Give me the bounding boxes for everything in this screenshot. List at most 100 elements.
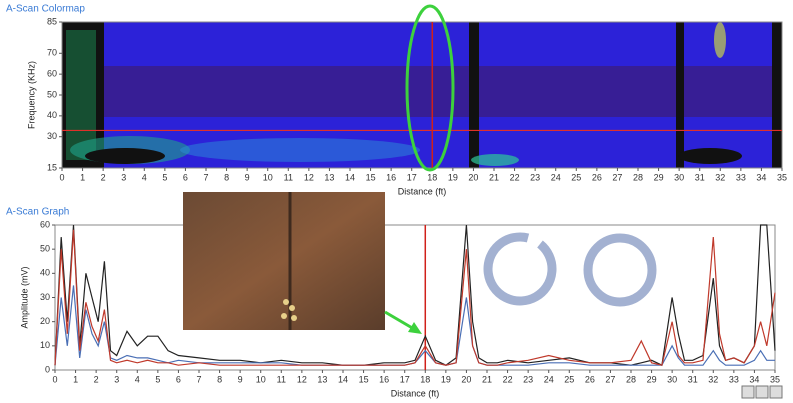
- x-tick-label: 28: [626, 374, 636, 384]
- x-tick-label: 33: [729, 374, 739, 384]
- x-tick-label: 28: [633, 172, 643, 182]
- y-tick-label: 60: [47, 69, 57, 79]
- toolbar[interactable]: [741, 385, 783, 399]
- x-tick-label: 34: [756, 172, 766, 182]
- y-tick-label: 15: [47, 162, 57, 172]
- series-line: [54, 224, 776, 367]
- x-tick-label: 9: [245, 172, 250, 182]
- panel-title: A-Scan Colormap: [6, 4, 85, 15]
- x-tick-label: 29: [647, 374, 657, 384]
- x-tick-label: 6: [183, 172, 188, 182]
- arrow: [384, 310, 415, 331]
- x-tick-label: 11: [284, 172, 293, 182]
- x-tick-label: 3: [114, 374, 119, 384]
- x-tick-label: 7: [196, 374, 201, 384]
- x-tick-label: 32: [715, 172, 725, 182]
- x-tick-label: 32: [708, 374, 718, 384]
- x-tick-label: 6: [176, 374, 181, 384]
- y-axis-label: Frequency (KHz): [26, 61, 36, 129]
- x-tick-label: 7: [203, 172, 208, 182]
- x-tick-label: 22: [510, 172, 520, 182]
- x-tick-label: 17: [407, 172, 417, 182]
- series-line: [54, 229, 776, 366]
- tool-button[interactable]: [741, 385, 755, 399]
- x-tick-label: 27: [605, 374, 615, 384]
- chart-layer: A-Scan Colormap Distance (ft) Frequency (K…: [6, 4, 787, 399]
- x-tick-label: 30: [667, 374, 677, 384]
- highlight-ellipse: [405, 4, 455, 172]
- x-tick-label: 34: [749, 374, 759, 384]
- y-tick-label: 50: [47, 89, 57, 99]
- x-tick-label: 25: [571, 172, 581, 182]
- ring-icon: [483, 232, 557, 306]
- x-tick-label: 11: [277, 374, 286, 384]
- plot-frame: [54, 224, 776, 371]
- y-tick-label: 10: [40, 340, 50, 350]
- photo-spots: [281, 299, 297, 321]
- x-tick-label: 22: [503, 374, 513, 384]
- ring-icon: [583, 233, 657, 307]
- panel-title: A-Scan Graph: [6, 207, 69, 218]
- y-tick-label: 85: [47, 16, 57, 26]
- tool-button[interactable]: [755, 385, 769, 399]
- y-axis-label: Amplitude (mV): [19, 266, 29, 328]
- x-tick-label: 5: [155, 374, 160, 384]
- x-tick-label: 2: [101, 172, 106, 182]
- x-tick-label: 31: [695, 172, 705, 182]
- x-tick-label: 35: [777, 172, 787, 182]
- x-tick-label: 20: [461, 374, 471, 384]
- x-tick-label: 4: [135, 374, 140, 384]
- x-tick-label: 15: [359, 374, 369, 384]
- x-tick-label: 30: [674, 172, 684, 182]
- x-tick-label: 13: [317, 374, 327, 384]
- x-tick-label: 8: [217, 374, 222, 384]
- x-tick-label: 14: [345, 172, 355, 182]
- x-tick-label: 31: [688, 374, 698, 384]
- y-tick-label: 70: [47, 48, 57, 58]
- y-tick-label: 40: [40, 268, 50, 278]
- x-tick-label: 35: [770, 374, 780, 384]
- x-tick-label: 9: [238, 374, 243, 384]
- x-tick-label: 33: [736, 172, 746, 182]
- x-tick-label: 5: [162, 172, 167, 182]
- x-tick-label: 8: [224, 172, 229, 182]
- x-tick-label: 12: [304, 172, 314, 182]
- x-tick-label: 15: [366, 172, 376, 182]
- x-tick-label: 29: [654, 172, 664, 182]
- y-tick-label: 50: [40, 244, 50, 254]
- y-tick-label: 30: [47, 131, 57, 141]
- x-tick-label: 2: [94, 374, 99, 384]
- x-tick-label: 3: [121, 172, 126, 182]
- x-tick-label: 24: [551, 172, 561, 182]
- x-tick-label: 23: [530, 172, 540, 182]
- x-tick-label: 17: [400, 374, 410, 384]
- x-tick-label: 10: [263, 172, 273, 182]
- x-tick-label: 18: [427, 172, 437, 182]
- x-axis-label: Distance (ft): [391, 388, 440, 398]
- y-tick-label: 0: [45, 364, 50, 374]
- x-tick-label: 10: [256, 374, 266, 384]
- x-tick-label: 27: [612, 172, 622, 182]
- x-tick-label: 26: [592, 172, 602, 182]
- x-tick-label: 26: [585, 374, 595, 384]
- x-tick-label: 25: [564, 374, 574, 384]
- x-tick-label: 16: [386, 172, 396, 182]
- x-tick-label: 0: [52, 374, 57, 384]
- x-tick-label: 21: [489, 172, 499, 182]
- arrow-head: [408, 322, 422, 334]
- x-tick-label: 16: [379, 374, 389, 384]
- pipe-photo: [183, 192, 385, 330]
- x-tick-label: 21: [482, 374, 492, 384]
- x-tick-label: 24: [544, 374, 554, 384]
- y-tick-label: 30: [40, 292, 50, 302]
- x-tick-label: 20: [468, 172, 478, 182]
- x-tick-label: 1: [73, 374, 78, 384]
- x-tick-label: 4: [142, 172, 147, 182]
- y-tick-label: 40: [47, 110, 57, 120]
- x-axis-label: Distance (ft): [398, 186, 447, 196]
- tool-button[interactable]: [769, 385, 783, 399]
- x-tick-label: 13: [324, 172, 334, 182]
- x-tick-label: 23: [523, 374, 533, 384]
